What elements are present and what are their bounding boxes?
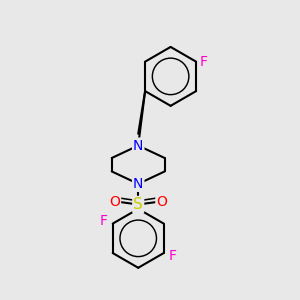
Text: S: S [133,197,143,212]
Text: O: O [109,194,120,208]
Text: N: N [133,177,143,191]
Text: O: O [156,194,167,208]
Text: F: F [100,214,108,228]
Text: N: N [133,139,143,153]
Text: F: F [169,249,177,263]
Text: F: F [200,55,208,69]
